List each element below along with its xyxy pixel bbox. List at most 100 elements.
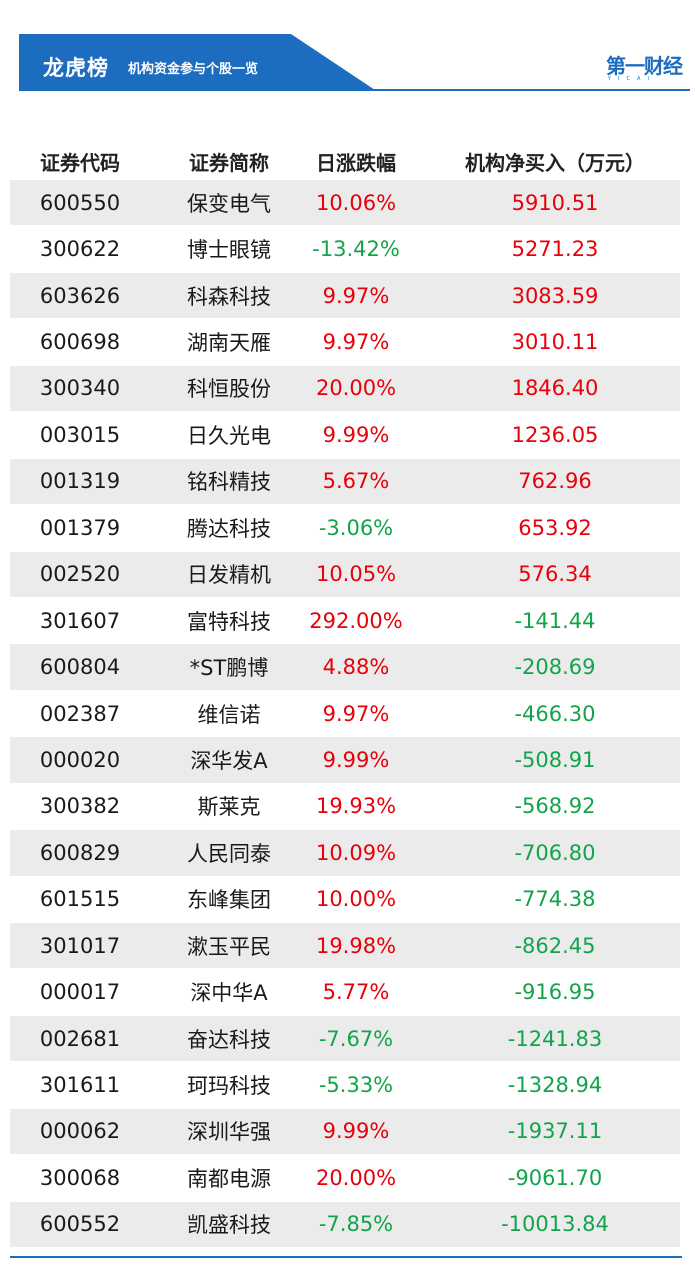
table-row: 600552 凯盛科技 -7.85% -10013.84 (10, 1201, 680, 1249)
cell-net-buy: -9061.70 (507, 1165, 603, 1190)
cell-code: 603626 (39, 283, 121, 308)
cell-code: 600804 (39, 655, 121, 680)
cell-change: 9.97% (322, 330, 390, 355)
cell-change: 10.09% (315, 840, 397, 865)
cell-name: 铭科精技 (187, 470, 271, 495)
cell-code: 600552 (39, 1212, 121, 1237)
footer-divider (10, 1256, 682, 1258)
cell-code: 001379 (39, 515, 121, 540)
table-row: 002681 奋达科技 -7.67% -1241.83 (10, 1015, 680, 1063)
cell-net-buy: 5910.51 (511, 190, 599, 215)
cell-net-buy: -1241.83 (507, 1026, 603, 1051)
cell-net-buy: 1846.40 (511, 376, 599, 401)
cell-code: 000020 (39, 747, 121, 772)
cell-change: 5.77% (322, 980, 390, 1005)
table-row: 600804 *ST鹏博 4.88% -208.69 (10, 644, 680, 691)
cell-code: 600550 (39, 190, 121, 215)
table-row: 600829 人民同泰 10.09% -706.80 (10, 830, 680, 877)
cell-name: 富特科技 (187, 609, 271, 634)
table-row: 002387 维信诺 9.97% -466.30 (10, 691, 680, 738)
cell-name: 珂玛科技 (187, 1074, 271, 1099)
cell-code: 301017 (39, 933, 121, 958)
cell-change: 10.06% (315, 190, 397, 215)
cell-code: 001319 (39, 469, 121, 494)
cell-code: 000017 (39, 980, 121, 1005)
cell-change: 10.05% (315, 562, 397, 587)
table-row: 301611 珂玛科技 -5.33% -1328.94 (10, 1062, 680, 1109)
yicai-logo: 第一财经 YICAI (606, 54, 688, 86)
cell-net-buy: 762.96 (518, 469, 592, 494)
cell-name: 保变电气 (187, 191, 271, 216)
cell-change: 20.00% (315, 376, 397, 401)
table-row: 003015 日久光电 9.99% 1236.05 (10, 412, 680, 459)
page-title: 龙虎榜 (43, 56, 109, 80)
cell-net-buy: -141.44 (514, 608, 596, 633)
cell-change: 9.97% (322, 283, 390, 308)
cell-change: 9.99% (322, 422, 390, 447)
cell-net-buy: 576.34 (518, 562, 592, 587)
cell-net-buy: -208.69 (514, 655, 596, 680)
cell-change: -7.85% (318, 1212, 394, 1237)
cell-name: 维信诺 (197, 702, 261, 727)
logo-text: 第一财经 (606, 54, 683, 78)
cell-name: 深圳华强 (187, 1120, 271, 1145)
cell-change: 5.67% (322, 469, 390, 494)
cell-code: 300068 (39, 1165, 121, 1190)
cell-net-buy: -706.80 (514, 840, 596, 865)
cell-change: 10.00% (315, 887, 397, 912)
table-row: 601515 东峰集团 10.00% -774.38 (10, 877, 680, 923)
cell-name: 人民同泰 (187, 841, 271, 866)
column-header-change: 日涨跌幅 (316, 151, 396, 175)
column-header-net-buy: 机构净买入（万元） (465, 151, 645, 175)
cell-net-buy: -568.92 (514, 794, 596, 819)
cell-name: 漱玉平民 (187, 934, 271, 959)
table-row: 001319 铭科精技 5.67% 762.96 (10, 458, 680, 506)
cell-code: 300340 (39, 376, 121, 401)
cell-name: 斯莱克 (197, 795, 261, 820)
cell-net-buy: 653.92 (518, 515, 592, 540)
table-row: 000062 深圳华强 9.99% -1937.11 (10, 1108, 680, 1156)
cell-name: 日发精机 (187, 563, 271, 588)
cell-code: 002681 (39, 1026, 121, 1051)
table-row: 600698 湖南天雁 9.97% 3010.11 (10, 319, 680, 366)
cell-name: 南都电源 (187, 1166, 271, 1191)
cell-net-buy: -1937.11 (507, 1119, 603, 1144)
cell-name: 深华发A (190, 748, 268, 773)
cell-net-buy: -508.91 (514, 747, 596, 772)
table-body: 600550 保变电气 10.06% 5910.51 300622 博士眼镜 -13.42%… (10, 180, 680, 1249)
cell-change: 19.98% (315, 933, 397, 958)
cell-net-buy: -774.38 (514, 887, 596, 912)
cell-name: 腾达科技 (187, 516, 271, 541)
cell-net-buy: -466.30 (514, 701, 596, 726)
cell-code: 300382 (39, 794, 121, 819)
cell-name: 东峰集团 (187, 888, 271, 913)
table-row: 301607 富特科技 292.00% -141.44 (10, 598, 680, 645)
cell-change: 9.99% (322, 747, 390, 772)
cell-name: 博士眼镜 (187, 238, 271, 263)
table-row: 001379 腾达科技 -3.06% 653.92 (10, 505, 680, 552)
cell-code: 600698 (39, 330, 121, 355)
page-subtitle: 机构资金参与个股一览 (128, 62, 259, 77)
cell-name: 凯盛科技 (187, 1213, 271, 1238)
table-row: 603626 科森科技 9.97% 3083.59 (10, 272, 680, 320)
cell-change: -5.33% (318, 1073, 394, 1098)
cell-change: 9.99% (322, 1119, 390, 1144)
cell-change: -13.42% (312, 237, 400, 262)
cell-name: 科恒股份 (187, 377, 271, 402)
cell-code: 000062 (39, 1119, 121, 1144)
cell-change: 20.00% (315, 1165, 397, 1190)
cell-net-buy: -10013.84 (501, 1212, 609, 1237)
cell-code: 600829 (39, 840, 121, 865)
cell-name: 深中华A (190, 981, 268, 1006)
cell-name: 日久光电 (187, 423, 271, 448)
logo-subtext: YICAI (608, 76, 656, 82)
table-row: 000020 深华发A 9.99% -508.91 (10, 737, 680, 784)
cell-net-buy: 3010.11 (511, 330, 599, 355)
table-row: 300382 斯莱克 19.93% -568.92 (10, 784, 680, 831)
table-row: 000017 深中华A 5.77% -916.95 (10, 969, 680, 1016)
column-header-name: 证券简称 (189, 151, 269, 175)
table-row: 600550 保变电气 10.06% 5910.51 (10, 180, 680, 227)
cell-change: 4.88% (322, 655, 390, 680)
header-divider (19, 89, 690, 91)
cell-code: 301611 (39, 1073, 121, 1098)
